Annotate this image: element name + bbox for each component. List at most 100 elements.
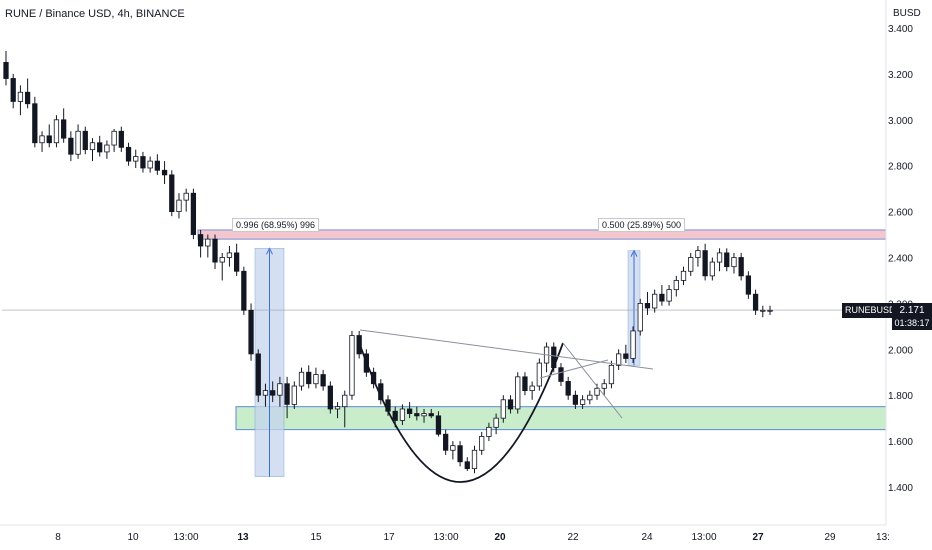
y-tick-label: 3.000 — [888, 116, 913, 127]
candle-body — [695, 250, 701, 258]
y-tick-label: 2.400 — [888, 254, 913, 265]
candle-countdown: 01:38:17 — [892, 317, 932, 330]
candle-body — [406, 408, 413, 414]
candle-body — [716, 252, 723, 263]
trendline-channel — [539, 359, 609, 379]
candle-body — [745, 275, 752, 295]
candle-body — [111, 130, 117, 146]
x-tick-label: 13 — [237, 532, 249, 543]
x-tick-label: 8 — [55, 532, 61, 543]
candle-body — [190, 192, 197, 235]
candle-body — [241, 270, 247, 311]
measure-arrowhead-1 — [266, 247, 273, 255]
candle-body — [680, 270, 687, 281]
measure-label-2: 0.500 (25.89%) 500 — [598, 218, 686, 232]
x-tick-label: 27 — [752, 532, 764, 543]
candle-body — [133, 156, 139, 162]
candle-body — [443, 433, 449, 451]
candle-body — [140, 156, 146, 169]
trendline-lower — [562, 342, 623, 419]
candle-body — [457, 445, 463, 463]
candle-body — [630, 330, 636, 359]
candle-body — [342, 394, 348, 408]
candle-body — [46, 135, 52, 144]
candle-body — [169, 174, 175, 213]
measure-label-1: 0.996 (68.95%) 996 — [232, 218, 320, 232]
candle-body — [197, 234, 204, 247]
candle-body — [205, 238, 211, 247]
candle-body — [291, 385, 297, 405]
candle-body — [61, 119, 67, 139]
candle-body — [486, 426, 492, 437]
candle-body — [479, 436, 485, 451]
candle-body — [558, 367, 564, 382]
x-tick-label: 22 — [567, 532, 579, 543]
x-tick-label: 13:00 — [173, 532, 198, 543]
candle-body — [644, 302, 651, 309]
candle-body — [572, 394, 579, 405]
candle-body — [75, 130, 81, 155]
candle-body — [306, 371, 312, 385]
x-tick-label: 29 — [824, 532, 836, 543]
symbol-label: RUNEBUSD — [842, 303, 899, 318]
candle-body — [32, 103, 38, 144]
candle-body — [529, 385, 535, 392]
candle-body — [161, 169, 168, 176]
candle-body — [226, 252, 233, 258]
candle-body — [594, 387, 600, 396]
x-tick-label: 13:00 — [433, 532, 458, 543]
candle-body — [39, 135, 45, 144]
candle-body — [579, 399, 586, 405]
y-tick-label: 2.000 — [888, 345, 913, 356]
candle-body — [277, 383, 283, 396]
candle-body — [327, 385, 333, 410]
y-tick-label: 1.600 — [888, 437, 913, 448]
candle-body — [284, 383, 290, 405]
candle-body — [652, 293, 658, 309]
candle-body — [666, 289, 672, 302]
y-tick-label: 3.200 — [888, 70, 913, 81]
candle-body — [234, 252, 240, 272]
candle-body — [471, 449, 478, 470]
candle-body — [154, 160, 160, 171]
candle-body — [450, 445, 456, 451]
zone-support — [235, 406, 887, 431]
candle-body — [3, 62, 9, 79]
candle-body — [659, 293, 665, 302]
candle-body — [53, 119, 60, 144]
candle-body — [125, 146, 132, 162]
candle-body — [255, 353, 261, 396]
candle-body — [421, 413, 427, 417]
x-tick-label: 13: — [876, 532, 890, 543]
x-tick-label: 13:00 — [691, 532, 716, 543]
candle-body — [82, 130, 88, 151]
candle-body — [176, 199, 182, 212]
candle-body — [724, 252, 730, 268]
candle-body — [414, 413, 420, 417]
candle-body — [248, 309, 254, 355]
candle-body — [320, 374, 326, 387]
candle-body — [104, 144, 110, 153]
chart-title: RUNE / Binance USD, 4h, BINANCE — [5, 8, 185, 20]
x-tick-label: 10 — [127, 532, 139, 543]
candle-body — [587, 394, 593, 401]
candle-body — [500, 399, 506, 419]
candle-body — [89, 142, 96, 151]
measure-arrowhead-2 — [630, 249, 638, 257]
x-tick-label: 17 — [383, 532, 395, 543]
candle-body — [392, 410, 398, 421]
x-tick-label: 15 — [310, 532, 322, 543]
cup-pattern-curve — [359, 342, 564, 483]
candle-body — [507, 399, 514, 410]
y-tick-label: 1.400 — [888, 483, 913, 494]
candle-body — [118, 130, 124, 148]
y-tick-label: 2.800 — [888, 162, 913, 173]
candle-body — [399, 408, 406, 421]
candle-body — [97, 142, 103, 153]
candle-body — [219, 257, 225, 263]
candle-body — [608, 364, 615, 385]
candle-body — [709, 261, 715, 277]
candle-body — [147, 160, 153, 169]
candle-body — [522, 376, 528, 392]
